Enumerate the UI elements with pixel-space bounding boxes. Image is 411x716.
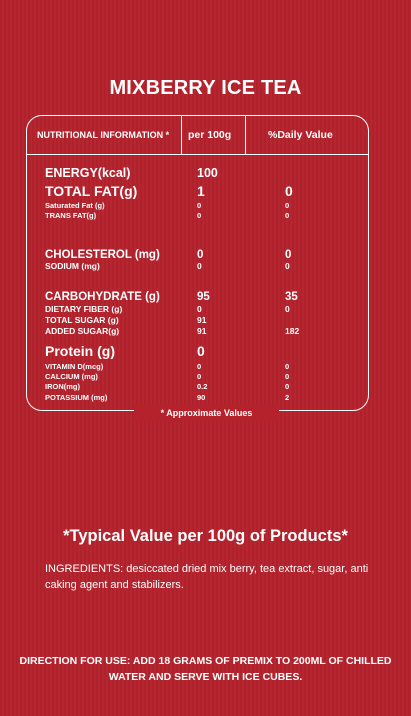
- header-divider: [27, 154, 368, 155]
- row-per-100g: 90: [197, 393, 206, 402]
- row-label: DIETARY FIBER (g): [45, 304, 123, 314]
- header-divider-right: [245, 116, 246, 154]
- header-nutritional-information: NUTRITIONAL INFORMATION *: [37, 130, 170, 140]
- row-per-100g: 0: [197, 343, 205, 359]
- row-label: Saturated Fat (g): [45, 201, 105, 210]
- row-label: CALCIUM (mg): [45, 372, 98, 381]
- nutrition-table: NUTRITIONAL INFORMATION * per 100g %Dail…: [26, 115, 369, 422]
- row-daily-value: 0: [285, 211, 290, 220]
- row-daily-value: 0: [285, 201, 290, 210]
- row-daily-value: 0: [285, 249, 292, 261]
- row-per-100g: 91: [197, 326, 207, 336]
- header-daily-value: %Daily Value: [268, 129, 333, 141]
- row-daily-value: 2: [285, 393, 290, 402]
- row-daily-value: 0: [285, 382, 290, 391]
- header-divider-left: [181, 116, 182, 154]
- row-per-100g: 0: [197, 372, 202, 381]
- row-daily-value: 0: [285, 261, 290, 271]
- row-label: SODIUM (mg): [45, 261, 100, 271]
- row-daily-value: 35: [285, 291, 298, 303]
- row-per-100g: 0: [197, 261, 202, 271]
- row-label: POTASSIUM (mg): [45, 393, 108, 402]
- row-label: Protein (g): [45, 343, 115, 359]
- row-daily-value: 0: [285, 362, 290, 371]
- row-label: TOTAL SUGAR (g): [45, 315, 119, 325]
- row-daily-value: 0: [285, 304, 290, 314]
- approximate-values-note: * Approximate Values: [134, 405, 279, 422]
- row-per-100g: 95: [197, 291, 210, 303]
- ingredients-text: INGREDIENTS: desiccated dried mix berry,…: [45, 563, 369, 591]
- row-per-100g: 0: [197, 211, 202, 220]
- row-daily-value: 182: [285, 326, 300, 336]
- row-label: VITAMIN D(mcg): [45, 362, 104, 371]
- row-label: CARBOHYDRATE (g): [45, 291, 160, 303]
- row-per-100g: 0: [197, 249, 204, 261]
- row-per-100g: 0: [197, 304, 202, 314]
- row-per-100g: 91: [197, 315, 207, 325]
- row-label: TOTAL FAT(g): [45, 183, 138, 199]
- row-label: ADDED SUGAR(g): [45, 326, 120, 336]
- row-daily-value: 0: [285, 183, 293, 199]
- product-title: MIXBERRY ICE TEA: [109, 77, 302, 99]
- header-per-100g: per 100g: [188, 129, 232, 141]
- row-per-100g: 0: [197, 201, 202, 210]
- row-label: ENERGY(kcal): [45, 166, 131, 180]
- row-per-100g: 0: [197, 362, 202, 371]
- row-label: IRON(mg): [45, 382, 80, 391]
- row-label: TRANS FAT(g): [45, 211, 97, 220]
- row-daily-value: 0: [285, 372, 290, 381]
- row-per-100g: 100: [197, 166, 218, 180]
- row-label: CHOLESTEROL (mg): [45, 249, 160, 261]
- row-per-100g: 0.2: [197, 382, 208, 391]
- row-per-100g: 1: [197, 183, 205, 199]
- direction-for-use: DIRECTION FOR USE: ADD 18 GRAMS OF PREMI…: [19, 655, 392, 683]
- typical-value-heading: *Typical Value per 100g of Products*: [63, 527, 348, 545]
